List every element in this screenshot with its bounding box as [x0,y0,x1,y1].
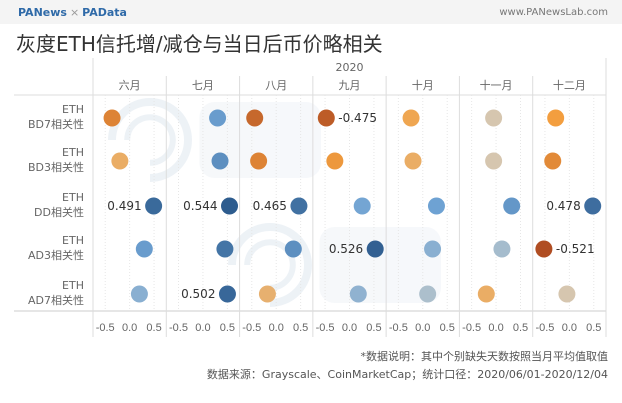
data-point [404,152,422,170]
data-point [485,109,503,127]
data-point [547,109,565,127]
data-point [258,285,276,303]
data-label: 0.526 [329,242,363,256]
x-tick-label: 0.5 [146,322,161,334]
watermark-panews [108,98,321,182]
column-header: 六月 [119,79,141,92]
data-label: -0.521 [556,242,595,256]
data-point [424,240,442,258]
x-tick-label: -0.5 [242,322,261,334]
row-label: ETH [62,234,84,247]
x-tick-label: 0.5 [440,322,455,334]
x-tick-label: -0.5 [389,322,408,334]
column-header: 八月 [265,79,287,92]
data-label: 0.502 [181,287,215,301]
column-header: 十月 [412,78,434,92]
row-label: ETH [62,146,84,159]
row-label: DD相关性 [34,205,84,219]
row-label: ETH [62,103,84,116]
data-point [209,109,227,127]
brand-separator: × [69,6,80,19]
row-label: ETH [62,279,84,292]
data-point [145,197,163,215]
x-tick-label: 0.0 [342,322,357,334]
row-label: ETH [62,191,84,204]
data-point [402,109,420,127]
row-label: AD7相关性 [28,293,84,307]
x-tick-label: 0.0 [562,322,577,334]
data-point [211,152,229,170]
top-bar: PANews × PAData www.PANewsLab.com [0,0,622,24]
data-point [135,240,153,258]
data-label: 0.465 [253,199,287,213]
data-point [317,109,335,127]
column-header: 七月 [192,79,214,92]
x-tick-label: 0.5 [513,322,528,334]
x-tick-label: -0.5 [535,322,554,334]
data-point [419,285,437,303]
data-point [544,152,562,170]
data-point [493,240,511,258]
data-point [353,197,371,215]
watermark-panews-arc [108,98,192,182]
x-tick-label: 0.0 [415,322,430,334]
data-point [477,285,495,303]
data-point [584,197,602,215]
watermark-panews-block [199,102,321,178]
x-tick-label: 0.5 [220,322,235,334]
x-tick-label: 0.5 [586,322,601,334]
data-point [130,285,148,303]
chart-title: 灰度ETH信托增/减仓与当日后币价略相关 [16,32,383,56]
row-label: AD3相关性 [28,248,84,262]
x-tick-label: 0.5 [366,322,381,334]
column-header: 九月 [339,79,361,92]
data-point [558,285,576,303]
data-source: 数据来源：Grayscale、CoinMarketCap；统计口径：2020/0… [206,368,608,381]
column-header: 十二月 [553,78,586,92]
data-point [349,285,367,303]
data-point [366,240,384,258]
data-point [250,152,268,170]
x-tick-label: -0.5 [169,322,188,334]
data-point [111,152,129,170]
watermark-padata-arc [228,223,312,307]
x-tick-label: 0.0 [122,322,137,334]
data-point [326,152,344,170]
data-note: *数据说明：其中个别缺失天数按照当月平均值取值 [360,350,609,363]
x-tick-label: 0.0 [269,322,284,334]
row-label: BD7相关性 [28,117,84,131]
x-tick-label: 0.5 [293,322,308,334]
x-tick-label: -0.5 [316,322,335,334]
data-point [218,285,236,303]
data-point [427,197,445,215]
data-point [535,240,553,258]
column-header: 十一月 [480,78,513,92]
data-point [246,109,264,127]
data-label: 0.491 [107,199,141,213]
data-point [216,240,234,258]
data-label: 0.544 [183,199,217,213]
data-point [503,197,521,215]
year-label: 2020 [336,61,364,74]
brand-panews: PANews [18,6,67,19]
x-tick-label: -0.5 [462,322,481,334]
data-label: 0.478 [546,199,580,213]
data-point [103,109,121,127]
data-point [284,240,302,258]
brand-logo: PANews × PAData [18,6,127,19]
x-tick-label: -0.5 [96,322,115,334]
site-url[interactable]: www.PANewsLab.com [499,7,608,18]
x-tick-label: 0.0 [488,322,503,334]
data-point [485,152,503,170]
row-label: BD3相关性 [28,160,84,174]
brand-padata: PAData [82,6,127,19]
data-point [290,197,308,215]
x-tick-label: 0.0 [195,322,210,334]
data-point [221,197,239,215]
data-label: -0.475 [338,111,377,125]
